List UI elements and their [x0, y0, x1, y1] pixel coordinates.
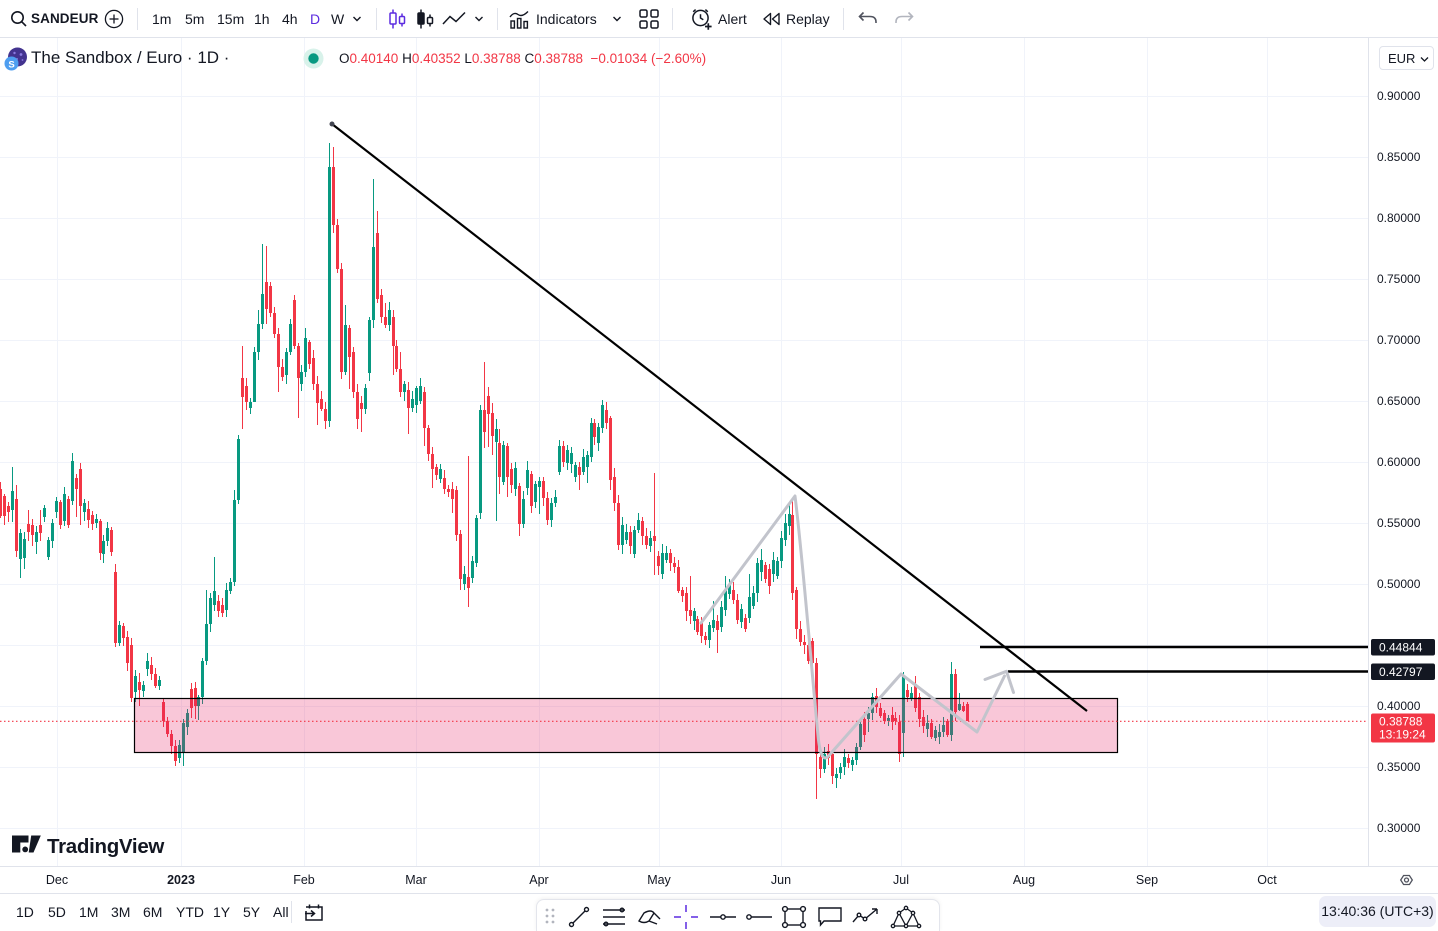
svg-text:0.65000: 0.65000 [1377, 394, 1421, 408]
svg-text:TradingView: TradingView [47, 835, 164, 858]
svg-text:0.70000: 0.70000 [1377, 333, 1421, 347]
svg-text:May: May [647, 873, 671, 887]
svg-text:0.55000: 0.55000 [1377, 516, 1421, 530]
svg-text:13:19:24: 13:19:24 [1379, 728, 1426, 742]
svg-text:0.44844: 0.44844 [1379, 641, 1423, 655]
svg-text:Oct: Oct [1257, 873, 1277, 887]
svg-text:Apr: Apr [529, 873, 548, 887]
svg-text:0.38788: 0.38788 [1379, 715, 1423, 729]
svg-text:0.30000: 0.30000 [1377, 821, 1421, 835]
svg-text:Jun: Jun [771, 873, 791, 887]
svg-text:0.75000: 0.75000 [1377, 272, 1421, 286]
svg-text:Dec: Dec [46, 873, 68, 887]
svg-text:0.40000: 0.40000 [1377, 699, 1421, 713]
svg-text:0.35000: 0.35000 [1377, 760, 1421, 774]
svg-text:0.50000: 0.50000 [1377, 577, 1421, 591]
svg-text:Aug: Aug [1013, 873, 1035, 887]
svg-text:0.80000: 0.80000 [1377, 211, 1421, 225]
svg-text:0.90000: 0.90000 [1377, 89, 1421, 103]
svg-text:0.60000: 0.60000 [1377, 455, 1421, 469]
svg-text:Sep: Sep [1136, 873, 1158, 887]
svg-text:S: S [8, 60, 14, 71]
svg-text:2023: 2023 [167, 873, 195, 887]
svg-text:Jul: Jul [893, 873, 909, 887]
svg-text:Feb: Feb [293, 873, 315, 887]
svg-text:0.42797: 0.42797 [1379, 665, 1423, 679]
svg-text:Mar: Mar [405, 873, 427, 887]
svg-text:0.85000: 0.85000 [1377, 150, 1421, 164]
